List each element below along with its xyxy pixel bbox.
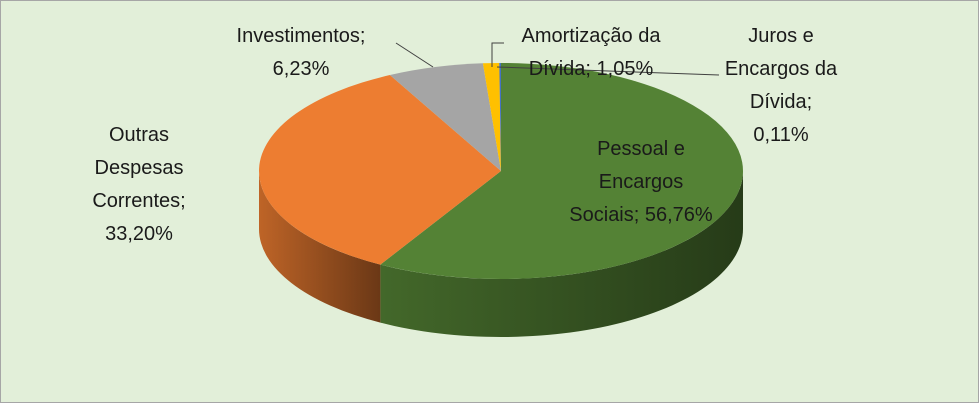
slice-side	[380, 171, 743, 337]
value-label: 56,76%	[644, 204, 713, 226]
slice	[259, 75, 501, 265]
slice	[482, 63, 501, 171]
slice	[499, 63, 501, 171]
slice	[380, 63, 743, 279]
leader-line	[491, 42, 504, 67]
value-label: 0,11%	[753, 124, 809, 146]
value-label: 1,05%	[596, 58, 654, 80]
data-label: Investimentos; 6,23%	[221, 20, 381, 86]
leader-line	[395, 42, 434, 68]
data-label: Juros e Encargos da Dívida; 0,11%	[721, 20, 841, 152]
category-label: Juros e Encargos da Dívida;	[724, 25, 838, 113]
category-label: Pessoal e Encargos Sociais;	[569, 138, 685, 226]
slice-side	[259, 171, 381, 323]
category-label: Amortização da Dívida;	[521, 25, 661, 80]
data-label: Amortização da Dívida; 1,05%	[501, 20, 681, 86]
category-label: Outras Despesas Correntes;	[92, 124, 186, 212]
category-label: Investimentos;	[236, 25, 366, 47]
data-label: Outras Despesas Correntes; 33,20%	[79, 119, 199, 251]
data-label: Pessoal e Encargos Sociais; 56,76%	[561, 133, 721, 232]
value-label: 33,20%	[105, 223, 173, 245]
slice	[389, 63, 501, 171]
value-label: 6,23%	[272, 58, 330, 80]
leader-line	[496, 66, 720, 76]
